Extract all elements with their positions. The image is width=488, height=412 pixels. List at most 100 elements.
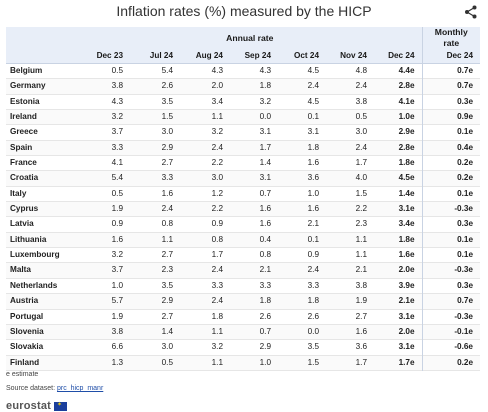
table-row: Austria 5.7 2.9 2.4 1.8 1.8 1.9 2.1e 0.7e (6, 293, 480, 309)
country-name: Croatia (10, 173, 39, 183)
rate-value: 2.1 (355, 265, 367, 275)
country-name: Netherlands (10, 280, 58, 290)
country-name: Slovenia (10, 326, 44, 336)
rate-value: 1.8e (398, 234, 415, 244)
rate-value: 0.3e (421, 216, 480, 233)
rate-value: 1.7 (259, 142, 271, 152)
column-header: Dec 23 (78, 49, 130, 64)
country-name: Cyprus (10, 204, 39, 214)
rate-value: 3.7 (111, 265, 123, 275)
country-name: Portugal (10, 311, 44, 321)
rate-value: 3.9e (398, 280, 415, 290)
inflation-table-container: Annual rate Monthly rate Dec 23 Jul 24 Aug… (6, 27, 480, 371)
rate-value: 0.0 (259, 112, 271, 122)
rate-value: 1.9 (111, 204, 123, 214)
rate-value: 0.8 (161, 219, 173, 229)
rate-value: 1.5 (161, 112, 173, 122)
rate-value: 4.3 (111, 96, 123, 106)
table-row: Slovakia 6.6 3.0 3.2 2.9 3.5 3.6 3.1e -0.6e (6, 339, 480, 356)
rate-value: 4.8 (355, 66, 367, 75)
rate-value: 3.3 (259, 280, 271, 290)
rate-value: 2.2 (211, 158, 223, 168)
rate-value: 3.0 (355, 127, 367, 137)
rate-value: 0.7e (421, 63, 480, 79)
rate-value: 1.8 (307, 296, 319, 306)
rate-value: 1.4 (161, 326, 173, 336)
country-name: Belgium (10, 66, 43, 75)
rate-value: 1.6 (307, 204, 319, 214)
rate-value: 3.8 (111, 81, 123, 91)
table-row: Belgium 0.5 5.4 4.3 4.3 4.5 4.8 4.4e 0.7e (6, 63, 480, 79)
country-name: France (10, 158, 37, 168)
rate-value: 1.4 (259, 158, 271, 168)
page-title: Inflation rates (%) measured by the HICP (116, 3, 372, 19)
rate-value: 3.2 (111, 250, 123, 260)
rate-value: 1.7e (398, 357, 415, 367)
rate-value: 2.1 (307, 219, 319, 229)
rate-value: 3.2 (211, 342, 223, 352)
rate-value: 2.7 (161, 311, 173, 321)
rate-value: 1.0e (398, 112, 415, 122)
rate-value: 0.1e (421, 232, 480, 248)
column-header: Dec 24 (374, 49, 422, 64)
rate-value: 0.2e (421, 155, 480, 171)
rate-value: 1.8e (398, 158, 415, 168)
rate-value: 3.2 (111, 112, 123, 122)
share-icon[interactable] (464, 5, 478, 19)
rate-value: 0.5 (355, 112, 367, 122)
rate-value: 1.9 (355, 296, 367, 306)
rate-value: 1.0 (111, 280, 123, 290)
rate-value: 0.1 (307, 112, 319, 122)
rate-value: 1.0 (259, 357, 271, 367)
rate-value: 2.7 (161, 250, 173, 260)
rate-value: 1.1 (355, 250, 367, 260)
rate-value: 1.2 (211, 188, 223, 198)
rate-value: 2.0 (211, 81, 223, 91)
rate-value: 0.9e (421, 109, 480, 125)
rate-value: 2.4 (307, 265, 319, 275)
country-name: Slovakia (10, 342, 44, 352)
rate-value: 0.1e (421, 186, 480, 202)
rate-value: 1.6 (161, 188, 173, 198)
rate-value: 2.9 (161, 296, 173, 306)
rate-value: 4.3 (259, 66, 271, 75)
rate-value: -0.3e (421, 309, 480, 325)
rate-value: 0.3e (421, 94, 480, 110)
rate-value: 3.1 (307, 127, 319, 137)
estimate-note: e estimate (6, 371, 39, 378)
rate-value: 1.7 (211, 250, 223, 260)
rate-value: -0.3e (421, 201, 480, 217)
rate-value: 2.1 (259, 265, 271, 275)
logo-text: eurostat (6, 400, 51, 412)
rate-value: 4.0 (355, 173, 367, 183)
rate-value: 2.0e (398, 326, 415, 336)
rate-value: 1.6e (398, 250, 415, 260)
country-name: Finland (10, 357, 40, 367)
rate-value: 3.1 (259, 127, 271, 137)
table-row: Croatia 5.4 3.3 3.0 3.1 3.6 4.0 4.5e 0.2e (6, 170, 480, 187)
rate-value: 4.4e (398, 66, 415, 75)
rate-value: 1.6 (111, 234, 123, 244)
table-row: Greece 3.7 3.0 3.2 3.1 3.1 3.0 2.9e 0.1e (6, 124, 480, 141)
source-dataset-link[interactable]: prc_hicp_manr (56, 385, 104, 392)
rate-value: 2.3 (161, 265, 173, 275)
rate-value: 0.9 (307, 250, 319, 260)
rate-value: 1.8 (211, 311, 223, 321)
rate-value: 3.1e (398, 342, 415, 352)
rate-value: 1.6 (355, 326, 367, 336)
rate-value: 3.1e (398, 204, 415, 214)
rate-value: 2.4 (211, 142, 223, 152)
rate-value: 1.1 (211, 357, 223, 367)
table-row: Slovenia 3.8 1.4 1.1 0.7 0.0 1.6 2.0e -0.1e (6, 324, 480, 340)
rate-value: 1.8 (307, 142, 319, 152)
rate-value: 3.3 (307, 280, 319, 290)
header-corner (6, 27, 78, 49)
rate-value: 3.8 (355, 280, 367, 290)
rate-value: 1.1 (355, 234, 367, 244)
rate-value: 1.5 (355, 188, 367, 198)
rate-value: 3.6 (307, 173, 319, 183)
rate-value: 1.4e (398, 188, 415, 198)
rate-value: 1.9 (111, 311, 123, 321)
rate-value: -0.3e (421, 262, 480, 279)
rate-value: 2.7 (355, 311, 367, 321)
